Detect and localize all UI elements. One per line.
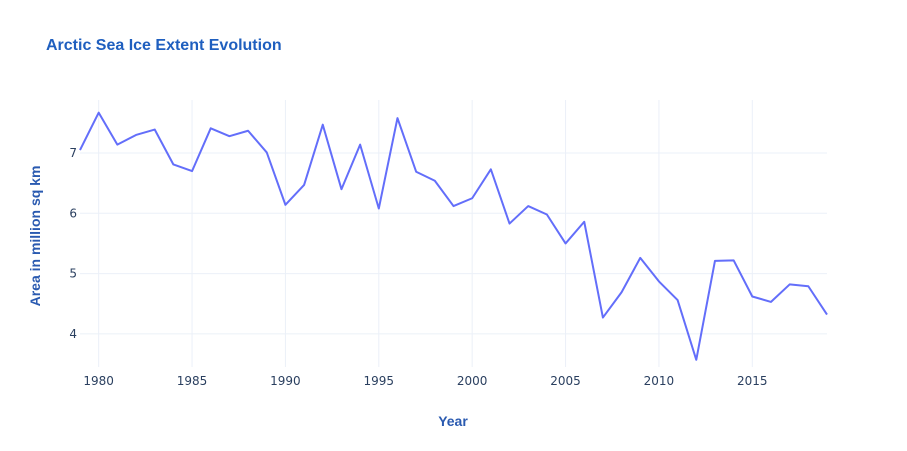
x-tick-label: 1980 bbox=[83, 374, 114, 388]
y-axis-ticks: 4 5 6 7 bbox=[69, 146, 77, 341]
x-tick-label: 2005 bbox=[550, 374, 581, 388]
series-line bbox=[79, 111, 828, 361]
chart-title: Arctic Sea Ice Extent Evolution bbox=[46, 37, 282, 54]
x-axis-ticks: 1980 1985 1990 1995 2000 2005 2010 2015 bbox=[83, 374, 767, 388]
x-tick-label: 2015 bbox=[737, 374, 768, 388]
x-tick-label: 1985 bbox=[177, 374, 208, 388]
x-axis-title: Year bbox=[438, 413, 468, 429]
x-tick-label: 1995 bbox=[364, 374, 395, 388]
y-tick-label: 5 bbox=[69, 267, 77, 281]
y-axis-title: Area in million sq km bbox=[27, 166, 43, 307]
x-tick-label: 1990 bbox=[270, 374, 301, 388]
x-tick-label: 2010 bbox=[644, 374, 675, 388]
y-tick-label: 6 bbox=[69, 206, 77, 220]
y-tick-label: 4 bbox=[69, 327, 77, 341]
y-tick-label: 7 bbox=[69, 146, 77, 160]
x-tick-label: 2000 bbox=[457, 374, 488, 388]
grid bbox=[80, 100, 827, 367]
